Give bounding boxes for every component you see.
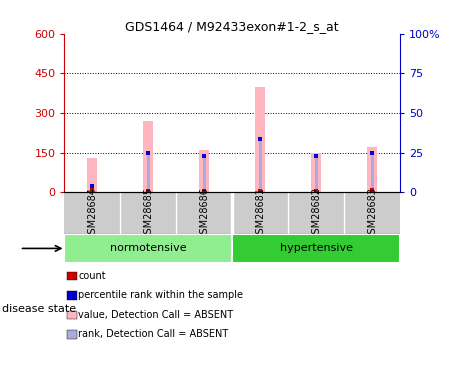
Text: GSM28685: GSM28685: [143, 187, 153, 240]
Text: value, Detection Call = ABSENT: value, Detection Call = ABSENT: [78, 310, 233, 320]
Point: [312, 153, 319, 159]
Point: [368, 150, 375, 156]
Point: [256, 188, 263, 194]
Bar: [64, 234, 232, 262]
Text: GSM28683: GSM28683: [366, 187, 376, 240]
Bar: [255, 87, 265, 192]
Bar: [314, 156, 317, 192]
Point: [368, 187, 375, 193]
Text: GSM28681: GSM28681: [255, 187, 265, 240]
Title: GDS1464 / M92433exon#1-2_s_at: GDS1464 / M92433exon#1-2_s_at: [125, 20, 338, 33]
Point: [89, 186, 96, 192]
Point: [256, 136, 263, 142]
Bar: [199, 150, 209, 192]
Bar: [370, 153, 373, 192]
Text: GSM28684: GSM28684: [87, 187, 97, 240]
Text: rank, Detection Call = ABSENT: rank, Detection Call = ABSENT: [78, 329, 228, 339]
Point: [200, 153, 207, 159]
Bar: [311, 153, 320, 192]
Text: normotensive: normotensive: [110, 243, 186, 254]
Text: hypertensive: hypertensive: [279, 243, 352, 254]
Point: [200, 188, 207, 194]
Point: [312, 188, 319, 194]
Text: percentile rank within the sample: percentile rank within the sample: [78, 290, 243, 300]
Text: count: count: [78, 271, 106, 280]
Text: GSM28686: GSM28686: [199, 187, 209, 240]
Bar: [87, 158, 97, 192]
Bar: [258, 140, 261, 192]
Point: [144, 150, 151, 156]
Text: disease state: disease state: [2, 304, 76, 314]
Point: [89, 183, 96, 189]
Bar: [366, 147, 376, 192]
Bar: [146, 153, 150, 192]
Bar: [202, 156, 206, 192]
Text: GSM28682: GSM28682: [311, 187, 320, 240]
Bar: [90, 186, 94, 192]
Bar: [232, 234, 399, 262]
Bar: [143, 121, 153, 192]
Point: [144, 188, 151, 194]
